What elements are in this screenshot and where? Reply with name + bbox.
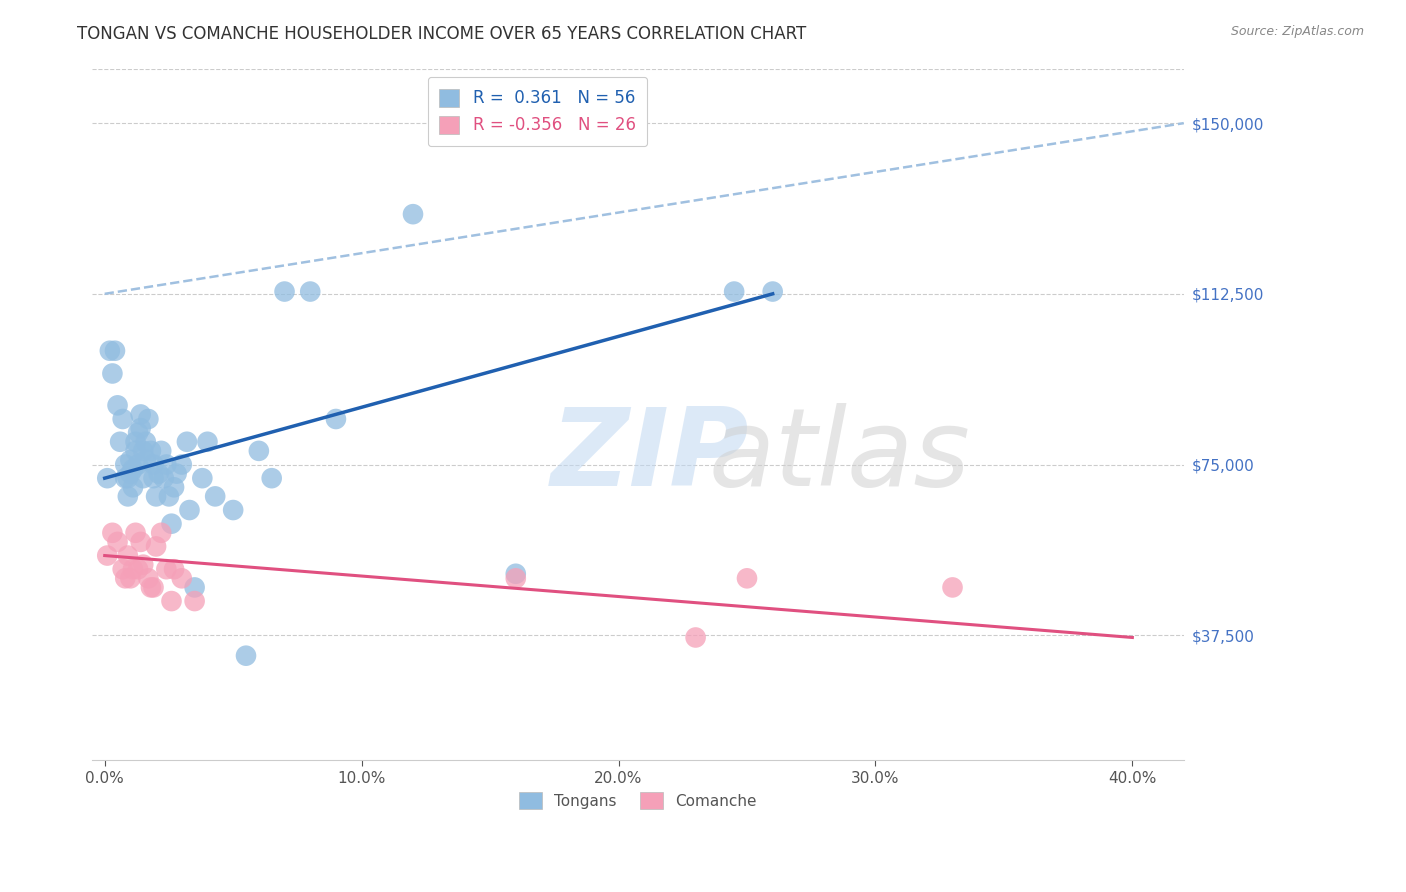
Point: [138, 412, 160, 426]
Point: [124, 443, 146, 458]
Point: [204, 489, 226, 503]
Point: [176, 434, 198, 449]
Point: [98, 343, 121, 358]
Point: [160, 594, 183, 608]
Point: [138, 571, 160, 585]
Point: [260, 471, 283, 485]
Point: [685, 631, 707, 645]
Point: [145, 540, 167, 554]
Point: [122, 562, 145, 576]
Point: [107, 535, 129, 549]
Point: [127, 458, 149, 472]
Point: [135, 453, 157, 467]
Point: [132, 558, 155, 572]
Text: Source: ZipAtlas.com: Source: ZipAtlas.com: [1230, 25, 1364, 38]
Point: [120, 571, 142, 585]
Point: [325, 412, 347, 426]
Point: [155, 458, 177, 472]
Text: TONGAN VS COMANCHE HOUSEHOLDER INCOME OVER 65 YEARS CORRELATION CHART: TONGAN VS COMANCHE HOUSEHOLDER INCOME OV…: [77, 25, 807, 43]
Point: [505, 571, 527, 585]
Point: [120, 453, 142, 467]
Point: [108, 434, 131, 449]
Point: [152, 471, 174, 485]
Point: [104, 343, 127, 358]
Point: [101, 525, 124, 540]
Point: [170, 571, 193, 585]
Point: [183, 581, 205, 595]
Point: [166, 467, 188, 481]
Point: [114, 571, 136, 585]
Point: [170, 458, 193, 472]
Point: [163, 562, 186, 576]
Point: [129, 421, 152, 435]
Point: [762, 285, 785, 299]
Text: atlas: atlas: [709, 403, 970, 508]
Point: [163, 480, 186, 494]
Point: [101, 367, 124, 381]
Point: [148, 467, 170, 481]
Point: [111, 562, 134, 576]
Point: [150, 525, 173, 540]
Point: [117, 471, 139, 485]
Point: [145, 489, 167, 503]
Point: [139, 581, 162, 595]
Point: [117, 489, 139, 503]
Text: ZIP: ZIP: [551, 403, 749, 509]
Point: [122, 462, 145, 476]
Point: [941, 581, 963, 595]
Point: [142, 581, 165, 595]
Point: [96, 471, 118, 485]
Point: [160, 516, 183, 531]
Point: [139, 443, 162, 458]
Point: [157, 489, 180, 503]
Point: [735, 571, 758, 585]
Point: [129, 535, 152, 549]
Point: [120, 467, 142, 481]
Point: [191, 471, 214, 485]
Point: [183, 594, 205, 608]
Point: [124, 525, 146, 540]
Point: [135, 434, 157, 449]
Point: [129, 408, 152, 422]
Point: [107, 398, 129, 412]
Point: [132, 443, 155, 458]
Point: [150, 443, 173, 458]
Point: [247, 443, 270, 458]
Point: [142, 471, 165, 485]
Point: [122, 480, 145, 494]
Legend: Tongans, Comanche: Tongans, Comanche: [513, 786, 762, 815]
Point: [114, 458, 136, 472]
Point: [111, 412, 134, 426]
Point: [197, 434, 219, 449]
Point: [96, 549, 118, 563]
Point: [505, 566, 527, 581]
Point: [235, 648, 257, 663]
Point: [117, 549, 139, 563]
Point: [132, 471, 155, 485]
Point: [723, 285, 745, 299]
Point: [273, 285, 295, 299]
Point: [299, 285, 322, 299]
Point: [142, 458, 165, 472]
Point: [114, 471, 136, 485]
Point: [127, 562, 149, 576]
Point: [179, 503, 201, 517]
Point: [127, 425, 149, 440]
Point: [402, 207, 425, 221]
Point: [222, 503, 245, 517]
Point: [155, 562, 177, 576]
Point: [124, 434, 146, 449]
